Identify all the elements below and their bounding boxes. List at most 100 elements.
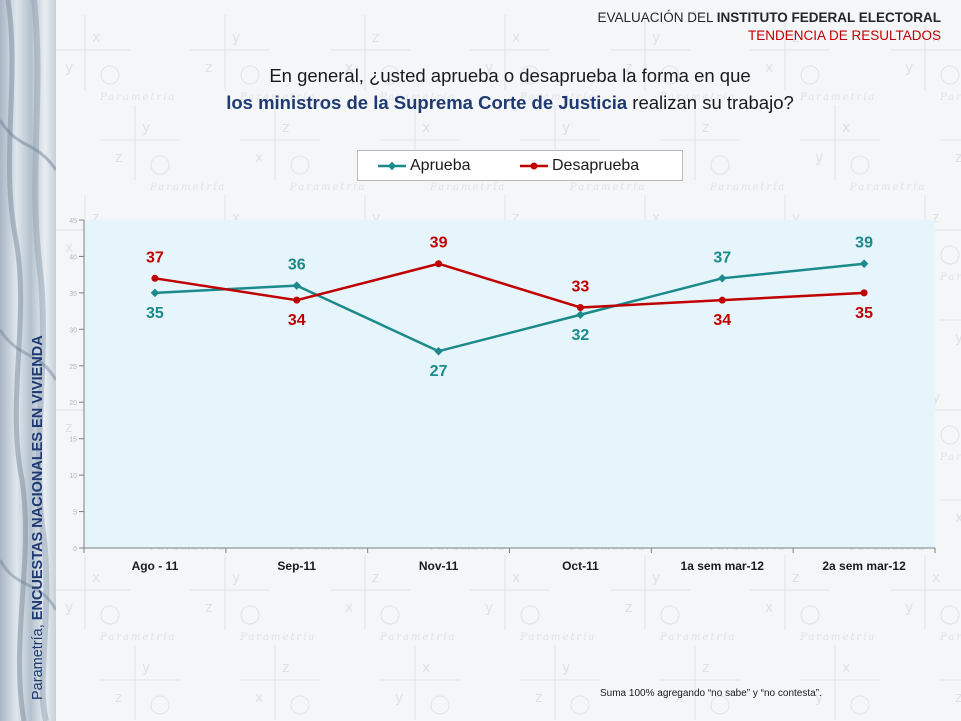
point-aprueba [150, 288, 160, 298]
svg-text:z: z [625, 60, 632, 76]
svg-text:Parametría: Parametría [939, 272, 961, 283]
header-title: EVALUACIÓN DEL INSTITUTO FEDERAL ELECTOR… [597, 9, 941, 27]
svg-text:Parametría: Parametría [709, 182, 786, 193]
series-line-desaprueba [154, 262, 865, 309]
y-tick-label: 45 [69, 218, 77, 225]
svg-text:z: z [282, 120, 289, 136]
y-tick-label: 30 [69, 327, 77, 334]
svg-text:z: z [372, 570, 379, 586]
svg-text:y: y [815, 150, 823, 166]
svg-text:x: x [842, 660, 850, 676]
svg-text:x: x [255, 150, 263, 166]
svg-text:y: y [652, 30, 660, 46]
x-category-label: 1a sem mar-12 [681, 559, 765, 573]
svg-text:z: z [535, 690, 542, 706]
svg-text:y: y [562, 120, 570, 136]
footnote: Suma 100% agregando “no sabe” y “no cont… [600, 688, 822, 699]
svg-text:Parametría: Parametría [379, 632, 456, 643]
svg-text:Parametría: Parametría [659, 92, 736, 103]
svg-text:x: x [422, 120, 430, 136]
svg-text:Parametría: Parametría [939, 632, 961, 643]
svg-text:z: z [955, 690, 961, 706]
y-tick-label: 35 [69, 291, 77, 298]
y-tick-label: 10 [69, 473, 77, 480]
data-label-desaprueba: 35 [855, 305, 873, 322]
svg-text:Parametría: Parametría [519, 632, 596, 643]
svg-text:x: x [932, 30, 940, 46]
legend-label-aprueba: Aprueba [410, 157, 471, 174]
svg-text:x: x [232, 210, 240, 226]
point-desaprueba [718, 296, 726, 304]
svg-text:Parametría: Parametría [799, 92, 876, 103]
svg-text:x: x [955, 510, 961, 526]
svg-text:Parametría: Parametría [799, 632, 876, 643]
svg-text:Parametría: Parametría [149, 182, 226, 193]
svg-text:Parametría: Parametría [239, 632, 316, 643]
svg-text:Parametría: Parametría [99, 92, 176, 103]
svg-text:Parametría: Parametría [939, 452, 961, 463]
svg-text:z: z [792, 30, 799, 46]
data-label-aprueba: 35 [146, 305, 164, 322]
legend-item-desaprueba: Desaprueba [520, 156, 639, 176]
svg-text:x: x [92, 30, 100, 46]
svg-text:Parametría: Parametría [939, 92, 961, 103]
legend-line-desaprueba-icon [520, 162, 548, 170]
svg-text:Parametría: Parametría [569, 182, 646, 193]
svg-text:x: x [345, 600, 353, 616]
point-desaprueba [151, 274, 159, 282]
svg-text:y: y [65, 60, 73, 76]
y-tick-label: 40 [69, 254, 77, 261]
y-tick-label: 20 [69, 400, 77, 407]
x-category-label: 2a sem mar-12 [822, 559, 906, 573]
svg-text:z: z [512, 210, 519, 226]
series-line-aprueba [154, 262, 865, 353]
svg-text:y: y [142, 120, 150, 136]
svg-text:z: z [702, 120, 709, 136]
y-tick-label: 15 [69, 437, 77, 444]
x-category-label: Ago - 11 [132, 559, 179, 573]
data-label-aprueba: 36 [288, 257, 306, 274]
svg-text:y: y [792, 210, 800, 226]
header: EVALUACIÓN DEL INSTITUTO FEDERAL ELECTOR… [597, 9, 941, 45]
svg-text:z: z [92, 210, 99, 226]
svg-text:x: x [765, 60, 773, 76]
svg-text:x: x [512, 30, 520, 46]
svg-text:y: y [232, 30, 240, 46]
svg-text:z: z [625, 600, 632, 616]
question-emphasis: los ministros de la Suprema Corte de Jus… [226, 92, 628, 113]
svg-text:z: z [955, 150, 961, 166]
x-category-label: Nov-11 [419, 559, 459, 573]
data-label-aprueba: 37 [713, 249, 731, 266]
y-tick-label: 25 [69, 364, 77, 371]
svg-text:z: z [702, 660, 709, 676]
svg-text:z: z [65, 420, 72, 436]
svg-text:x: x [65, 240, 73, 256]
svg-text:x: x [842, 120, 850, 136]
watermark-tile: x y Parametría [50, 15, 176, 103]
chart-legend: Aprueba Desaprueba [357, 150, 683, 181]
chart-plot-area [84, 220, 935, 548]
question-line2: los ministros de la Suprema Corte de Jus… [150, 89, 870, 116]
data-label-aprueba: 27 [430, 363, 448, 380]
point-desaprueba [293, 296, 301, 304]
point-desaprueba [860, 289, 868, 297]
svg-text:z: z [282, 660, 289, 676]
point-aprueba [859, 259, 869, 268]
svg-text:y: y [932, 390, 940, 406]
svg-text:y: y [652, 570, 660, 586]
svg-text:x: x [675, 690, 683, 706]
svg-text:x: x [765, 600, 773, 616]
svg-text:Parametría: Parametría [239, 92, 316, 103]
